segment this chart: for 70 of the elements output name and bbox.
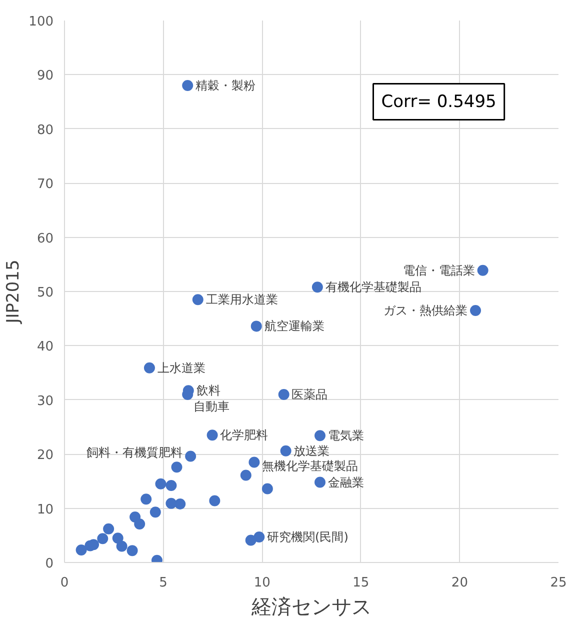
x-tick-label: 0 (60, 576, 69, 590)
y-tick-label: 40 (36, 340, 54, 355)
annotation: Corr= 0.5495 (381, 92, 496, 112)
y-tick-label: 10 (36, 502, 54, 518)
y-tick-label: 100 (28, 14, 54, 30)
point (182, 80, 194, 92)
point (185, 450, 196, 462)
point (250, 320, 262, 332)
point (477, 264, 488, 276)
annotation: 化学肥料 (220, 428, 268, 442)
point (97, 533, 108, 544)
annotation: 電信・電話業 (402, 263, 475, 278)
x-tick-label: 5 (159, 576, 168, 590)
annotation: 研究機関(民間) (267, 530, 348, 544)
point (280, 445, 292, 456)
point (76, 544, 87, 556)
point (144, 362, 155, 374)
point (245, 534, 256, 546)
point (314, 476, 326, 488)
point (314, 430, 326, 442)
y-axis-title: JIP2015 (4, 260, 24, 324)
point (134, 518, 146, 530)
y-tick-label: 30 (36, 394, 54, 409)
point (278, 388, 290, 400)
point (166, 498, 177, 509)
point (206, 430, 218, 441)
annotation: 自動車 (194, 399, 230, 414)
point (140, 494, 152, 505)
y-tick-label: 0 (45, 556, 54, 572)
y-tick-label: 80 (36, 122, 54, 138)
annotation: 飼料・有機質肥料 (86, 445, 183, 460)
point (116, 540, 128, 552)
point (150, 506, 161, 518)
annotation: 工業用水道業 (206, 292, 278, 307)
point (312, 282, 323, 293)
annotation: 放送業 (294, 444, 330, 458)
annotation: 電気業 (328, 428, 364, 443)
annotation: 飲料 (196, 384, 220, 398)
annotation: 上水道業 (157, 360, 206, 375)
annotation: 航空運輸業 (264, 319, 324, 334)
x-tick-label: 15 (352, 576, 370, 590)
y-tick-label: 60 (36, 231, 54, 246)
x-tick-label: 25 (550, 576, 567, 590)
y-tick-label: 70 (36, 177, 54, 192)
point (240, 470, 252, 481)
y-tick-label: 90 (36, 68, 54, 84)
annotation: 金融業 (328, 475, 364, 490)
point (126, 545, 138, 556)
annotation: 医薬品 (292, 387, 328, 402)
point (248, 456, 260, 468)
point (103, 523, 114, 534)
x-tick-label: 20 (451, 576, 468, 590)
point (174, 498, 186, 510)
annotation: 無機化学基礎製品 (262, 459, 358, 474)
point (254, 532, 265, 543)
x-tick-label: 10 (254, 576, 270, 590)
point (192, 294, 204, 306)
annotation: ガス・熱供給業 (384, 303, 468, 318)
annotation: 有機化学基礎製品 (325, 280, 422, 294)
point (112, 532, 124, 544)
point (155, 478, 166, 490)
y-tick-label: 50 (36, 286, 54, 300)
x-axis-title: 経済センサス (250, 594, 372, 618)
point (262, 483, 273, 494)
point (209, 495, 220, 506)
point (470, 304, 482, 316)
y-tick-label: 20 (36, 448, 54, 464)
point (171, 462, 182, 473)
point (166, 480, 177, 492)
annotation: 精穀・製粉 (196, 78, 256, 93)
